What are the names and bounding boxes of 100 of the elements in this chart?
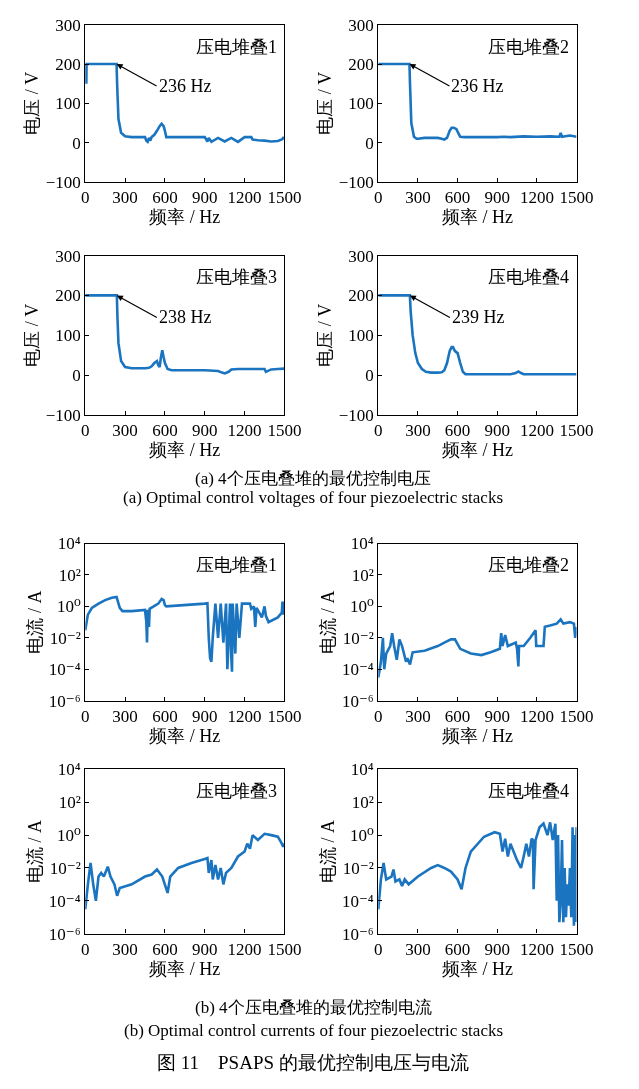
x-tick-label: 1500 [267, 421, 302, 441]
y-tick-label: 0 [72, 133, 81, 153]
annotation: 238 Hz [159, 307, 212, 327]
y-tick-label: 200 [348, 54, 374, 74]
y-tick-label: 100 [55, 326, 81, 346]
x-tick-label: 1200 [519, 940, 554, 960]
y-tick-label: 10⁻⁶ [341, 924, 374, 944]
y-tick-label: 300 [348, 15, 374, 35]
y-axis-title: 电压 / V [21, 71, 42, 135]
x-tick-label: 600 [444, 188, 471, 208]
x-axis-title: 频率 / Hz [441, 959, 513, 980]
x-tick-label: 300 [112, 940, 138, 960]
x-tick-label: 900 [192, 421, 218, 441]
x-tick-label: 1200 [227, 707, 262, 727]
y-tick-label: 10⁻⁶ [48, 924, 81, 944]
y-axis-title: 电流 / A [25, 820, 46, 884]
x-tick-label: 1200 [519, 188, 554, 208]
x-tick-label: 600 [152, 421, 178, 441]
x-tick-label: 1500 [267, 707, 302, 727]
x-tick-label: 1500 [267, 940, 302, 960]
x-tick-label: 1200 [519, 421, 554, 441]
line-series [85, 832, 285, 911]
y-tick-label: 10⁻⁶ [48, 691, 81, 711]
y-tick-label: −100 [338, 172, 374, 192]
y-tick-label: 10² [351, 565, 374, 585]
y-tick-label: 10⁴ [350, 760, 374, 780]
annotation: 压电堆叠3 [196, 267, 277, 287]
x-tick-label: 1200 [519, 707, 554, 727]
x-tick-label: 1500 [267, 188, 302, 208]
text: (a) 4个压电叠堆的最优控制电压 [195, 469, 431, 488]
line-series [378, 821, 577, 928]
y-axis-title: 电流 / A [25, 590, 46, 654]
line-series [85, 62, 285, 144]
annotation: 压电堆叠4 [488, 781, 569, 801]
x-tick-label: 300 [112, 188, 138, 208]
annotation: 239 Hz [452, 307, 505, 327]
y-tick-label: 10⁻⁴ [341, 660, 374, 680]
y-axis-title: 电压 / V [314, 303, 335, 367]
x-tick-label: 900 [484, 188, 510, 208]
x-tick-label: 600 [152, 940, 178, 960]
y-axis-title: 电流 / A [318, 820, 339, 884]
x-tick-label: 600 [152, 188, 178, 208]
y-tick-label: 10⁻⁶ [341, 691, 374, 711]
line-series [85, 294, 285, 375]
annotation: 压电堆叠2 [488, 555, 569, 575]
x-tick-label: 600 [444, 940, 471, 960]
x-tick-label: 300 [405, 188, 431, 208]
y-tick-label: 100 [348, 326, 374, 346]
y-tick-label: 0 [72, 365, 81, 385]
y-tick-label: 200 [55, 286, 81, 306]
x-tick-label: 1200 [227, 421, 262, 441]
x-tick-label: 600 [444, 707, 471, 727]
x-tick-label: 300 [112, 421, 138, 441]
annotation: 压电堆叠3 [196, 781, 277, 801]
y-tick-label: 200 [348, 286, 374, 306]
y-tick-label: 10² [351, 793, 374, 813]
y-tick-label: 10⁻² [342, 858, 374, 878]
y-tick-label: 10⁴ [57, 760, 81, 780]
y-tick-label: 10⁻² [49, 858, 81, 878]
y-tick-label: 0 [365, 365, 374, 385]
x-tick-label: 600 [444, 421, 471, 441]
y-tick-label: 10⁰ [56, 826, 81, 846]
x-tick-label: 1500 [559, 707, 594, 727]
line-series [378, 294, 577, 376]
y-axis-title: 电流 / A [318, 590, 339, 654]
x-tick-label: 900 [484, 940, 510, 960]
line-series [378, 618, 577, 679]
y-tick-label: −100 [45, 405, 81, 425]
y-tick-label: 10⁻⁴ [341, 891, 374, 911]
y-tick-label: 300 [55, 15, 81, 35]
x-axis-title: 频率 / Hz [149, 959, 221, 980]
text: (b) Optimal control currents of four piezoelectric stacks [124, 1021, 504, 1040]
y-tick-label: 0 [365, 133, 374, 153]
x-tick-label: 300 [112, 707, 138, 727]
x-tick-label: 300 [405, 940, 431, 960]
x-tick-label: 1500 [559, 940, 594, 960]
x-tick-label: 600 [152, 707, 178, 727]
y-tick-label: 100 [348, 94, 374, 114]
y-tick-label: 10⁰ [349, 826, 374, 846]
annotation: 压电堆叠4 [488, 267, 569, 287]
y-tick-label: −100 [338, 405, 374, 425]
y-tick-label: 10⁻² [49, 628, 81, 648]
annotation: 压电堆叠1 [196, 37, 277, 57]
x-tick-label: 1200 [227, 188, 262, 208]
x-tick-label: 900 [192, 188, 218, 208]
x-tick-label: 300 [405, 421, 431, 441]
x-tick-label: 900 [484, 707, 510, 727]
y-tick-label: −100 [45, 172, 81, 192]
y-tick-label: 10⁰ [56, 597, 81, 617]
y-tick-label: 10⁻⁴ [48, 660, 81, 680]
y-tick-label: 10⁻⁴ [48, 891, 81, 911]
text: (a) Optimal control voltages of four piezoelectric stacks [123, 488, 503, 507]
y-tick-label: 200 [55, 54, 81, 74]
y-tick-label: 300 [55, 246, 81, 266]
y-axis-title: 电压 / V [21, 303, 42, 367]
x-axis-title: 频率 / Hz [149, 440, 221, 461]
y-tick-label: 10⁴ [57, 534, 81, 554]
y-tick-label: 10⁰ [349, 597, 374, 617]
annotation: 压电堆叠1 [196, 555, 277, 575]
annotation: 236 Hz [159, 76, 212, 96]
